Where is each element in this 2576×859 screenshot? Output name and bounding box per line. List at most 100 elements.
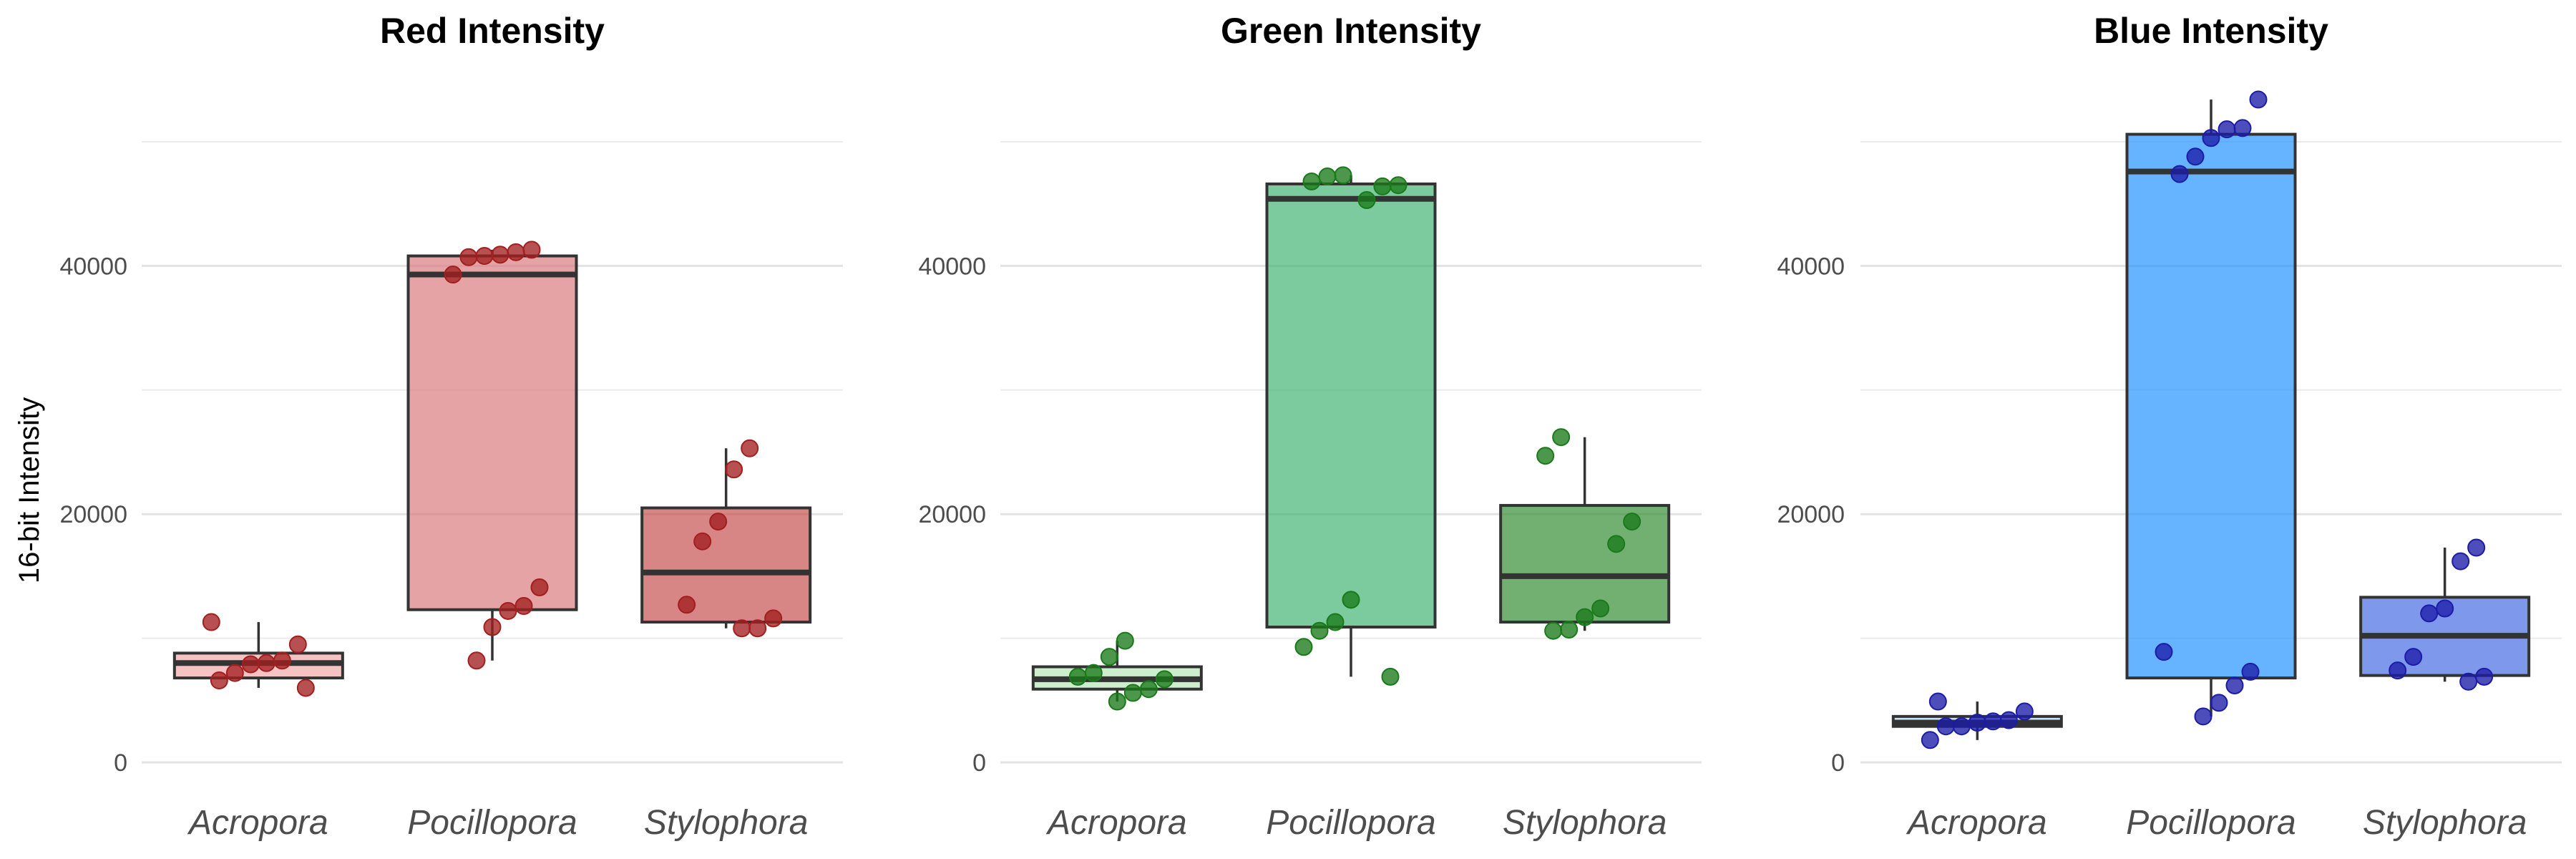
data-point	[725, 460, 743, 479]
x-tick-label: Stylophora	[644, 804, 808, 842]
data-point	[1294, 638, 1313, 656]
x-tick-label: Acropora	[187, 804, 328, 842]
x-tick-label: Stylophora	[1503, 804, 1667, 842]
x-tick-label: Pocillopora	[407, 804, 577, 842]
data-point	[1536, 447, 1555, 465]
data-point	[1984, 712, 2002, 731]
data-point	[1999, 711, 2018, 729]
data-point	[1928, 692, 1947, 711]
data-point	[709, 513, 728, 531]
data-point	[1591, 599, 1610, 618]
data-point	[1100, 648, 1118, 666]
box	[1499, 504, 1671, 624]
data-point	[2451, 552, 2470, 571]
data-point	[2389, 661, 2407, 680]
x-tick-label: Pocillopora	[1266, 804, 1435, 842]
data-point	[741, 439, 759, 457]
data-point	[2170, 165, 2189, 183]
data-point	[467, 651, 486, 670]
panel-title: Red Intensity	[380, 11, 605, 51]
data-point	[1921, 731, 1939, 749]
data-point	[2015, 702, 2034, 721]
data-point	[225, 664, 244, 682]
data-point	[522, 241, 541, 259]
data-point	[1302, 172, 1321, 190]
data-point	[1318, 168, 1337, 186]
box	[406, 254, 578, 611]
x-tick-label: Stylophora	[2363, 804, 2527, 842]
box	[1265, 182, 1437, 629]
data-point	[2475, 667, 2494, 686]
y-tick-label: 0	[1831, 749, 1845, 777]
data-point	[1936, 717, 1955, 736]
data-point	[693, 532, 712, 550]
data-point	[1389, 176, 1407, 195]
data-point	[2249, 90, 2268, 109]
data-point	[1607, 535, 1626, 553]
data-point	[210, 671, 228, 690]
x-tick-label: Acropora	[1045, 804, 1187, 842]
y-tick-label: 40000	[1777, 253, 1845, 280]
data-point	[202, 613, 220, 631]
data-point	[1373, 177, 1392, 195]
data-point	[1623, 513, 1641, 531]
y-tick-label: 0	[114, 749, 127, 777]
data-point	[241, 655, 260, 674]
data-point	[459, 248, 478, 266]
data-point	[1326, 613, 1345, 631]
data-point	[2420, 604, 2439, 623]
data-point	[2436, 599, 2454, 618]
data-point	[733, 619, 751, 638]
data-point	[1139, 680, 1158, 699]
y-tick-label: 0	[972, 749, 986, 777]
y-tick-label: 20000	[59, 501, 127, 528]
box	[640, 506, 812, 624]
data-point	[2218, 120, 2236, 139]
panel-1: 0 20000 40000 Acropora Pocillopora Stylophora…	[59, 11, 843, 842]
data-point	[1381, 667, 1400, 686]
data-point	[1357, 190, 1376, 209]
y-tick-label: 20000	[1777, 501, 1845, 528]
data-point	[1155, 670, 1174, 689]
y-tick-label: 40000	[59, 253, 127, 280]
data-point	[2467, 538, 2486, 557]
panel-title: Green Intensity	[1221, 11, 1481, 51]
data-point	[273, 651, 291, 670]
data-point	[748, 619, 767, 638]
data-point	[1108, 692, 1126, 711]
data-point	[1084, 664, 1103, 682]
data-point	[1310, 621, 1329, 640]
data-point	[1342, 591, 1360, 609]
data-point	[1123, 684, 1142, 702]
data-point	[499, 601, 517, 620]
data-point	[296, 679, 315, 697]
data-point	[2404, 648, 2423, 666]
data-point	[507, 243, 525, 261]
panel-2: 0 20000 40000 Acropora Pocillopora Stylophora…	[918, 11, 1702, 842]
data-point	[530, 578, 549, 597]
data-point	[2459, 672, 2478, 691]
data-point	[483, 618, 502, 636]
x-tick-label: Pocillopora	[2126, 804, 2296, 842]
data-point	[2225, 676, 2244, 694]
data-point	[2194, 707, 2212, 726]
data-point	[288, 635, 307, 654]
data-point	[2233, 119, 2252, 137]
x-tick-label: Acropora	[1906, 804, 2047, 842]
y-tick-label: 40000	[918, 253, 986, 280]
data-point	[1968, 714, 1986, 732]
data-point	[1544, 621, 1563, 640]
panel-title: Blue Intensity	[2094, 11, 2328, 51]
data-point	[1068, 667, 1087, 686]
data-point	[1552, 428, 1571, 447]
data-point	[1334, 166, 1352, 185]
data-point	[475, 247, 494, 266]
data-point	[1116, 631, 1134, 650]
data-point	[2241, 662, 2260, 681]
data-point	[1560, 620, 1579, 639]
data-point	[1576, 608, 1594, 626]
box	[2125, 132, 2297, 680]
chart-panels: 0 20000 40000 Acropora Pocillopora Stylophora…	[59, 11, 2562, 842]
panel-3: 0 20000 40000 Acropora Pocillopora Stylophora…	[1777, 11, 2562, 842]
